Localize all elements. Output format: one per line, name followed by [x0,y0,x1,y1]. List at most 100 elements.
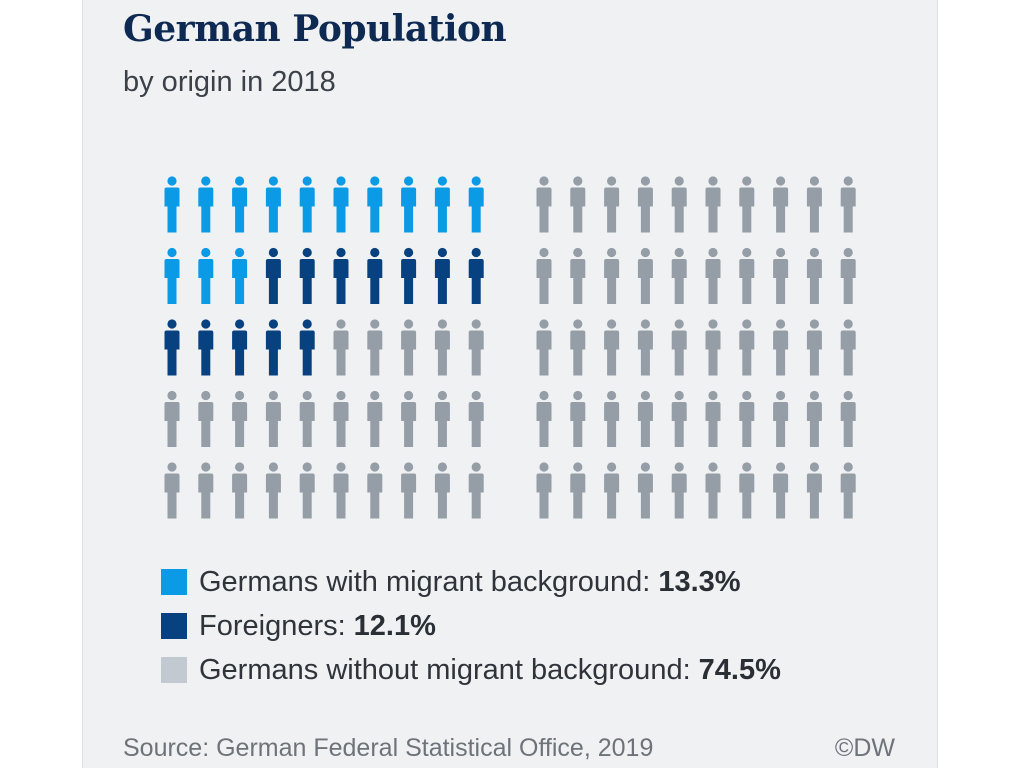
person-icon-germans-without-migrant-background [232,390,248,447]
person-icon-germans-without-migrant-background [536,247,552,304]
person-icon-germans-without-migrant-background [637,176,653,233]
person-icon-germans-with-migrant-background [164,247,180,304]
person-icon-foreigners [265,247,281,304]
person-icon-germans-with-migrant-background [198,176,214,233]
person-icon-germans-without-migrant-background [773,176,789,233]
person-icon-germans-without-migrant-background [739,319,755,376]
person-icon-germans-without-migrant-background [671,462,687,519]
person-icon-germans-without-migrant-background [570,319,586,376]
legend-item-migrant-background: Germans with migrant background: 13.3% [161,560,781,604]
person-icon-germans-without-migrant-background [536,176,552,233]
person-icon-germans-with-migrant-background [232,247,248,304]
person-icon-germans-without-migrant-background [739,390,755,447]
legend-item-without-migrant-background: Germans without migrant background: 74.5… [161,648,781,692]
person-icon-germans-without-migrant-background [333,390,349,447]
person-icon-germans-without-migrant-background [773,247,789,304]
person-icon-germans-without-migrant-background [468,319,484,376]
infographic-card: German Population by origin in 2018 Germ… [82,0,938,768]
person-icon-germans-without-migrant-background [671,247,687,304]
person-icon-germans-without-migrant-background [637,462,653,519]
person-icon-germans-without-migrant-background [401,390,417,447]
person-icon-foreigners [164,319,180,376]
person-icon-germans-without-migrant-background [570,176,586,233]
person-icon-germans-without-migrant-background [367,462,383,519]
person-icon-foreigners [198,319,214,376]
person-icon-germans-with-migrant-background [401,176,417,233]
chart-title: German Population [123,8,507,50]
person-icon-germans-without-migrant-background [840,462,856,519]
pictogram-chart [164,176,856,519]
person-icon-germans-without-migrant-background [705,390,721,447]
person-icon-germans-without-migrant-background [773,390,789,447]
person-icon-germans-without-migrant-background [333,319,349,376]
person-icon-germans-without-migrant-background [265,462,281,519]
person-icon-germans-with-migrant-background [468,176,484,233]
legend-label: Foreigners: [199,609,346,642]
person-icon-germans-without-migrant-background [637,390,653,447]
person-icon-germans-without-migrant-background [806,319,822,376]
person-icon-germans-without-migrant-background [468,390,484,447]
person-icon-germans-without-migrant-background [773,319,789,376]
person-icon-foreigners [299,319,315,376]
person-icon-germans-without-migrant-background [671,319,687,376]
person-icon-germans-without-migrant-background [570,247,586,304]
person-icon-germans-without-migrant-background [604,319,620,376]
person-icon-germans-without-migrant-background [840,319,856,376]
person-icon-germans-without-migrant-background [773,462,789,519]
person-icon-foreigners [333,247,349,304]
person-icon-germans-without-migrant-background [604,247,620,304]
person-icon-germans-without-migrant-background [164,390,180,447]
person-icon-germans-without-migrant-background [671,390,687,447]
person-icon-germans-without-migrant-background [333,462,349,519]
person-icon-germans-with-migrant-background [367,176,383,233]
person-icon-foreigners [265,319,281,376]
legend: Germans with migrant background: 13.3% F… [161,560,781,692]
person-icon-germans-without-migrant-background [671,176,687,233]
person-icon-germans-without-migrant-background [434,390,450,447]
person-icon-germans-with-migrant-background [164,176,180,233]
person-icon-germans-without-migrant-background [806,462,822,519]
person-icon-germans-without-migrant-background [604,462,620,519]
person-icon-germans-without-migrant-background [299,462,315,519]
legend-item-foreigners: Foreigners: 12.1% [161,604,781,648]
person-icon-germans-without-migrant-background [367,319,383,376]
person-icon-germans-without-migrant-background [536,319,552,376]
person-icon-germans-without-migrant-background [299,390,315,447]
person-icon-germans-with-migrant-background [232,176,248,233]
person-icon-germans-without-migrant-background [232,462,248,519]
person-icon-foreigners [232,319,248,376]
legend-swatch-without-migrant-background [161,657,187,683]
person-icon-germans-without-migrant-background [401,462,417,519]
legend-value: 74.5% [698,653,781,686]
person-icon-germans-without-migrant-background [198,390,214,447]
person-icon-germans-without-migrant-background [604,176,620,233]
person-icon-foreigners [299,247,315,304]
person-icon-foreigners [401,247,417,304]
person-icon-germans-without-migrant-background [570,390,586,447]
legend-label: Germans without migrant background: [199,653,691,686]
legend-label: Germans with migrant background: [199,565,651,598]
chart-subtitle: by origin in 2018 [123,66,336,98]
person-icon-germans-without-migrant-background [198,462,214,519]
person-icon-germans-without-migrant-background [705,319,721,376]
person-icon-germans-without-migrant-background [705,176,721,233]
person-icon-germans-without-migrant-background [705,462,721,519]
person-icon-germans-without-migrant-background [367,390,383,447]
person-icon-germans-without-migrant-background [164,462,180,519]
person-icon-germans-without-migrant-background [604,390,620,447]
person-icon-foreigners [367,247,383,304]
person-icon-germans-with-migrant-background [434,176,450,233]
person-icon-germans-with-migrant-background [299,176,315,233]
copyright-credit: ©DW [834,734,895,762]
person-icon-germans-with-migrant-background [333,176,349,233]
person-icon-germans-without-migrant-background [705,247,721,304]
person-icon-germans-without-migrant-background [536,462,552,519]
person-icon-germans-without-migrant-background [536,390,552,447]
person-icon-germans-without-migrant-background [806,390,822,447]
person-icon-germans-without-migrant-background [739,176,755,233]
legend-value: 13.3% [658,565,741,598]
person-icon-germans-without-migrant-background [840,176,856,233]
person-icon-foreigners [468,247,484,304]
person-icon-germans-with-migrant-background [198,247,214,304]
person-icon-germans-without-migrant-background [434,319,450,376]
